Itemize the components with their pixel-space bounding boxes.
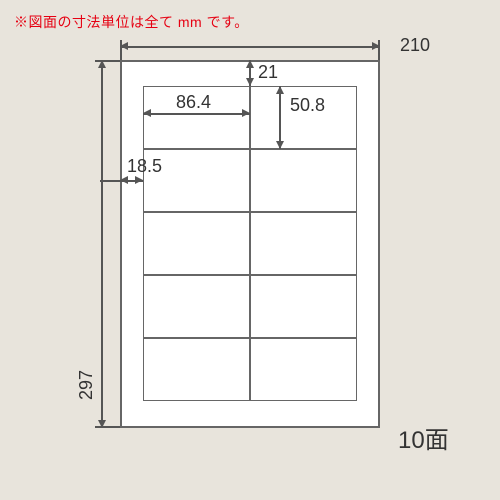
- label-cell: [250, 338, 357, 401]
- face-count-label: 10面: [398, 420, 449, 455]
- dim-label-sheet-height: 297: [76, 370, 97, 400]
- dim-line-sheet-height: [101, 60, 103, 428]
- arrow: [98, 60, 106, 68]
- arrow: [242, 109, 250, 117]
- unit-note: ※図面の寸法単位は全て mm です。: [14, 12, 249, 32]
- label-cell: [143, 275, 250, 338]
- arrow: [143, 109, 151, 117]
- arrow: [372, 42, 380, 50]
- label-cell: [143, 338, 250, 401]
- dim-label-cell-height: 50.8: [290, 95, 325, 116]
- label-cell: [250, 212, 357, 275]
- arrow: [246, 60, 254, 68]
- arrow: [120, 42, 128, 50]
- ext-line: [100, 180, 120, 182]
- dim-label-top-margin: 21: [258, 62, 278, 83]
- dim-line-cell-height: [279, 86, 281, 149]
- label-cell: [143, 212, 250, 275]
- dim-label-cell-width: 86.4: [176, 92, 211, 113]
- dim-line-cell-width: [143, 113, 250, 115]
- label-cell: [250, 149, 357, 212]
- arrow: [98, 420, 106, 428]
- arrow: [276, 141, 284, 149]
- arrow: [120, 176, 128, 184]
- dim-label-sheet-width: 210: [400, 35, 430, 56]
- arrow: [246, 78, 254, 86]
- diagram-stage: ※図面の寸法単位は全て mm です。 210 21 86.4 50.8 18.5…: [0, 0, 500, 500]
- dim-line-sheet-width: [120, 46, 380, 48]
- label-cell: [250, 275, 357, 338]
- arrow: [135, 176, 143, 184]
- arrow: [276, 86, 284, 94]
- dim-label-left-margin: 18.5: [127, 156, 162, 177]
